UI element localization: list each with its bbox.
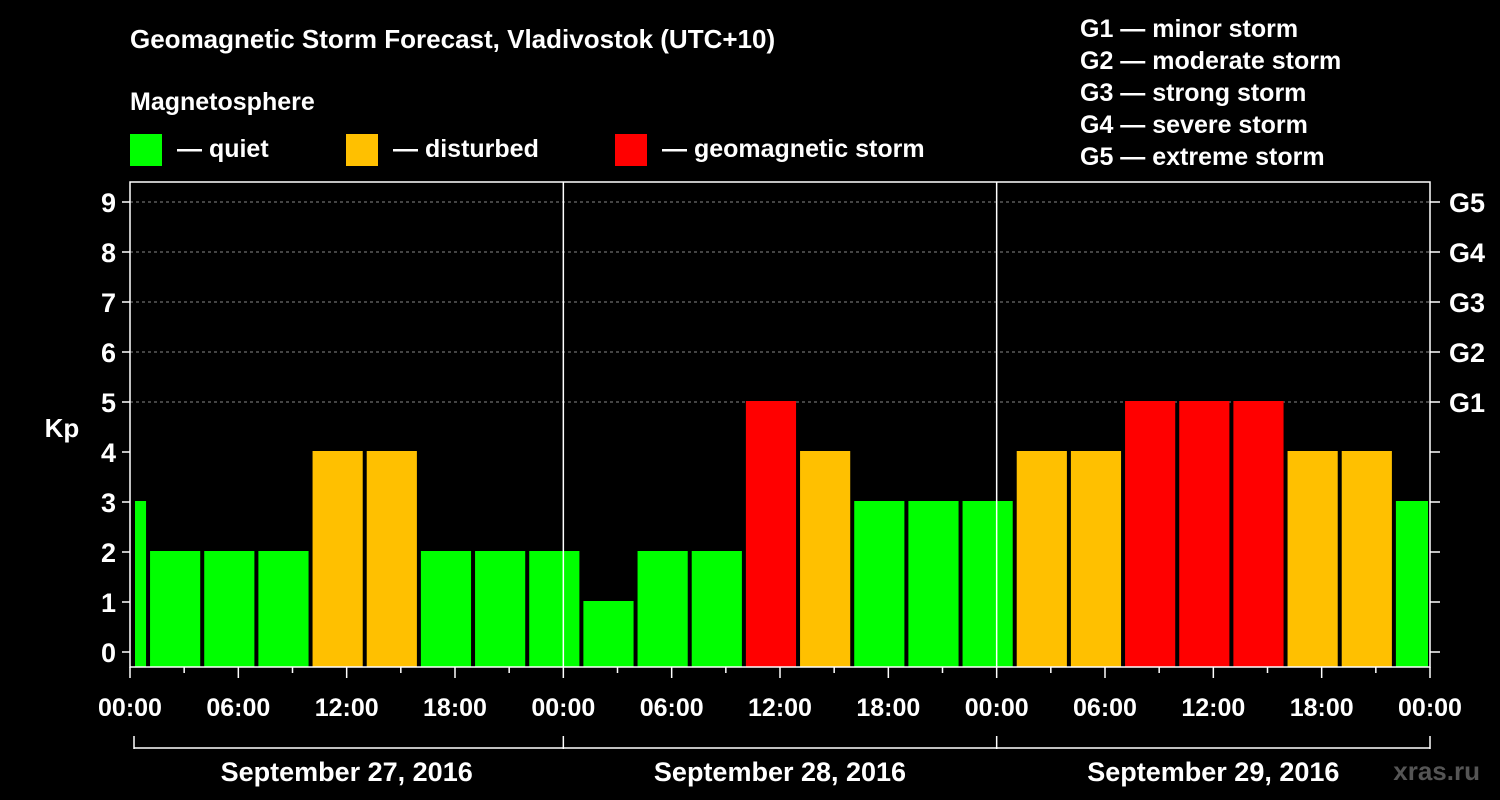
x-tick-label: 06:00 bbox=[1073, 694, 1137, 722]
bar-quiet bbox=[420, 551, 472, 667]
x-tick-label: 00:00 bbox=[98, 694, 162, 722]
day-separators bbox=[562, 182, 998, 667]
x-tick-label: 18:00 bbox=[1290, 694, 1354, 722]
chart-title: Geomagnetic Storm Forecast, Vladivostok … bbox=[130, 24, 775, 54]
y-tick-label: 9 bbox=[101, 188, 116, 218]
day-label: September 27, 2016 bbox=[221, 757, 473, 787]
bar-quiet bbox=[908, 501, 959, 667]
x-tick-label: 06:00 bbox=[206, 694, 270, 722]
y-tick-label: 5 bbox=[101, 388, 116, 418]
right-tick-label: G4 bbox=[1449, 238, 1485, 268]
bar-disturbed bbox=[800, 451, 851, 667]
bar-storm bbox=[1179, 401, 1230, 667]
x-axis: 00:00 06:00 12:00 18:00 00:00 06:00 12:00 18:00… bbox=[98, 667, 1462, 722]
y-tick-label: 3 bbox=[101, 488, 116, 518]
bar-quiet bbox=[529, 551, 580, 667]
y-tick-label: 4 bbox=[101, 438, 116, 468]
bar-quiet bbox=[258, 551, 309, 667]
day-brackets bbox=[133, 736, 1431, 749]
bar-disturbed bbox=[1070, 451, 1122, 667]
storm-scale-item: G5 — extreme storm bbox=[1080, 143, 1325, 171]
legend: — quiet — disturbed — geomagnetic storm bbox=[130, 134, 925, 166]
bar-quiet bbox=[204, 551, 255, 667]
legend-label-0: — quiet bbox=[177, 135, 269, 163]
bar-storm bbox=[745, 401, 797, 667]
right-axis: G1 G2 G3 G4 G5 bbox=[1430, 188, 1485, 653]
day-labels: September 27, 2016 September 28, 2016 Sept… bbox=[221, 757, 1340, 787]
bar-disturbed bbox=[312, 451, 363, 667]
bar-quiet bbox=[637, 551, 688, 667]
right-tick-label: G5 bbox=[1449, 188, 1485, 218]
x-tick-label: 18:00 bbox=[423, 694, 487, 722]
y-axis-label: Kp bbox=[45, 413, 80, 443]
watermark: xras.ru bbox=[1393, 756, 1480, 786]
legend-swatch-1 bbox=[346, 134, 378, 166]
y-tick-label: 8 bbox=[101, 238, 116, 268]
right-tick-label: G1 bbox=[1449, 388, 1485, 418]
storm-scale-item: G1 — minor storm bbox=[1080, 15, 1298, 43]
bar-disturbed bbox=[1016, 451, 1067, 667]
bar-storm bbox=[1125, 401, 1176, 667]
bars bbox=[135, 401, 1428, 667]
bar-quiet bbox=[475, 551, 526, 667]
bar-disturbed bbox=[1341, 451, 1392, 667]
bar-quiet bbox=[583, 601, 634, 667]
y-axis: 0 1 2 3 4 5 6 7 8 9 bbox=[101, 188, 130, 668]
storm-scale-item: G2 — moderate storm bbox=[1080, 47, 1341, 75]
right-tick-label: G3 bbox=[1449, 288, 1485, 318]
x-tick-label: 00:00 bbox=[1398, 694, 1462, 722]
legend-label-1: — disturbed bbox=[393, 135, 539, 163]
bar-quiet bbox=[854, 501, 905, 667]
x-tick-label: 00:00 bbox=[965, 694, 1029, 722]
x-tick-label: 12:00 bbox=[748, 694, 812, 722]
y-tick-label: 7 bbox=[101, 288, 116, 318]
right-tick-label: G2 bbox=[1449, 338, 1485, 368]
bar-disturbed bbox=[366, 451, 417, 667]
bar-storm bbox=[1233, 401, 1284, 667]
x-tick-label: 06:00 bbox=[640, 694, 704, 722]
x-tick-label: 00:00 bbox=[531, 694, 595, 722]
bar-quiet bbox=[962, 501, 1013, 667]
y-tick-label: 2 bbox=[101, 538, 116, 568]
bar-disturbed bbox=[1287, 451, 1338, 667]
day-label: September 29, 2016 bbox=[1087, 757, 1339, 787]
storm-scale-item: G3 — strong storm bbox=[1080, 79, 1306, 107]
legend-label-2: — geomagnetic storm bbox=[662, 135, 925, 163]
legend-swatch-2 bbox=[615, 134, 647, 166]
y-tick-label: 1 bbox=[101, 588, 116, 618]
storm-scale-legend: G1 — minor storm G2 — moderate storm G3 — … bbox=[1080, 15, 1341, 171]
x-tick-label: 12:00 bbox=[1181, 694, 1245, 722]
storm-scale-item: G4 — severe storm bbox=[1080, 111, 1308, 139]
y-tick-label: 6 bbox=[101, 338, 116, 368]
gridlines bbox=[130, 201, 1430, 403]
bar-quiet bbox=[1395, 501, 1428, 667]
day-label: September 28, 2016 bbox=[654, 757, 906, 787]
y-tick-label: 0 bbox=[101, 638, 116, 668]
bar-quiet bbox=[691, 551, 742, 667]
bar-quiet bbox=[135, 501, 147, 667]
legend-title: Magnetosphere bbox=[130, 88, 315, 116]
x-tick-label: 12:00 bbox=[315, 694, 379, 722]
legend-swatch-0 bbox=[130, 134, 162, 166]
bar-quiet bbox=[150, 551, 201, 667]
x-tick-label: 18:00 bbox=[856, 694, 920, 722]
